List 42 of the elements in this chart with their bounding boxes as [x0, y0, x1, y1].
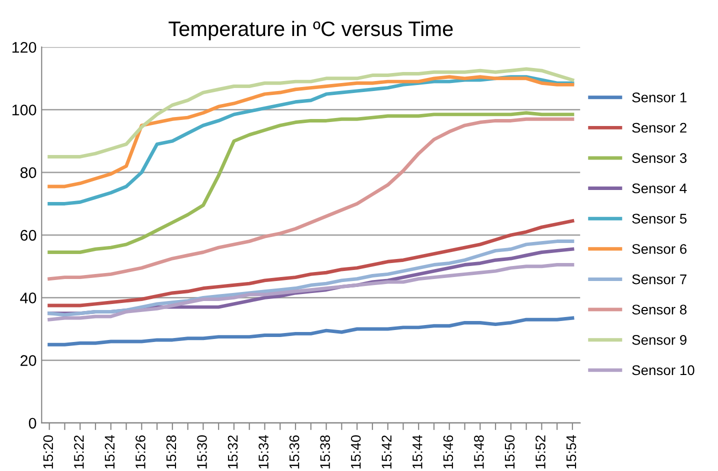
y-tick-label: 40 [20, 292, 36, 304]
line-series [48, 263, 574, 322]
y-tick-label: 60 [20, 230, 36, 241]
line-series [48, 316, 574, 346]
legend-label: Sensor 7 [632, 274, 686, 284]
legend-label: Sensor 8 [632, 304, 687, 315]
x-tick-label: 15:30 [197, 435, 207, 468]
line-series [48, 117, 574, 281]
x-tick-label: 15:40 [350, 435, 361, 468]
legend-label: Sensor 9 [632, 335, 686, 345]
legend-label: Sensor 10 [632, 365, 694, 376]
x-tick-label: 15:46 [443, 435, 454, 468]
x-tick-label: 15:36 [289, 435, 300, 468]
x-tick-label: 15:54 [566, 435, 576, 468]
y-tick-label: 80 [20, 167, 36, 178]
x-tick-label: 15:20 [43, 435, 54, 468]
x-tick-label: 15:34 [258, 435, 268, 468]
x-tick-label: 15:50 [504, 435, 515, 468]
legend-label: Sensor 6 [632, 244, 687, 254]
x-tick-label: 15:52 [536, 435, 546, 468]
legend-label: Sensor 1 [632, 92, 686, 102]
x-tick-label: 15:48 [474, 435, 484, 468]
x-tick-label: 15:38 [320, 435, 330, 468]
x-tick-label: 15:26 [136, 435, 146, 468]
line-series [48, 67, 574, 158]
y-tick-label: 100 [12, 104, 36, 116]
legend-label: Sensor 5 [632, 214, 687, 224]
x-tick-label: 15:42 [382, 435, 392, 468]
x-tick-label: 15:22 [74, 435, 84, 468]
legend-label: Sensor 2 [632, 122, 686, 133]
chart-title: Temperature in ºC versus Time [168, 20, 453, 40]
legend-label: Sensor 4 [632, 183, 687, 194]
x-tick-label: 15:32 [228, 435, 238, 468]
line-series [48, 111, 574, 254]
x-tick-label: 15:24 [104, 435, 115, 468]
y-tick-label: 120 [12, 42, 36, 53]
x-tick-label: 15:44 [412, 435, 422, 468]
legend-label: Sensor 3 [632, 153, 687, 163]
y-tick-label: 0 [28, 418, 36, 429]
x-tick-label: 15:28 [166, 435, 176, 468]
line-series [48, 219, 574, 308]
y-tick-label: 20 [20, 355, 36, 366]
